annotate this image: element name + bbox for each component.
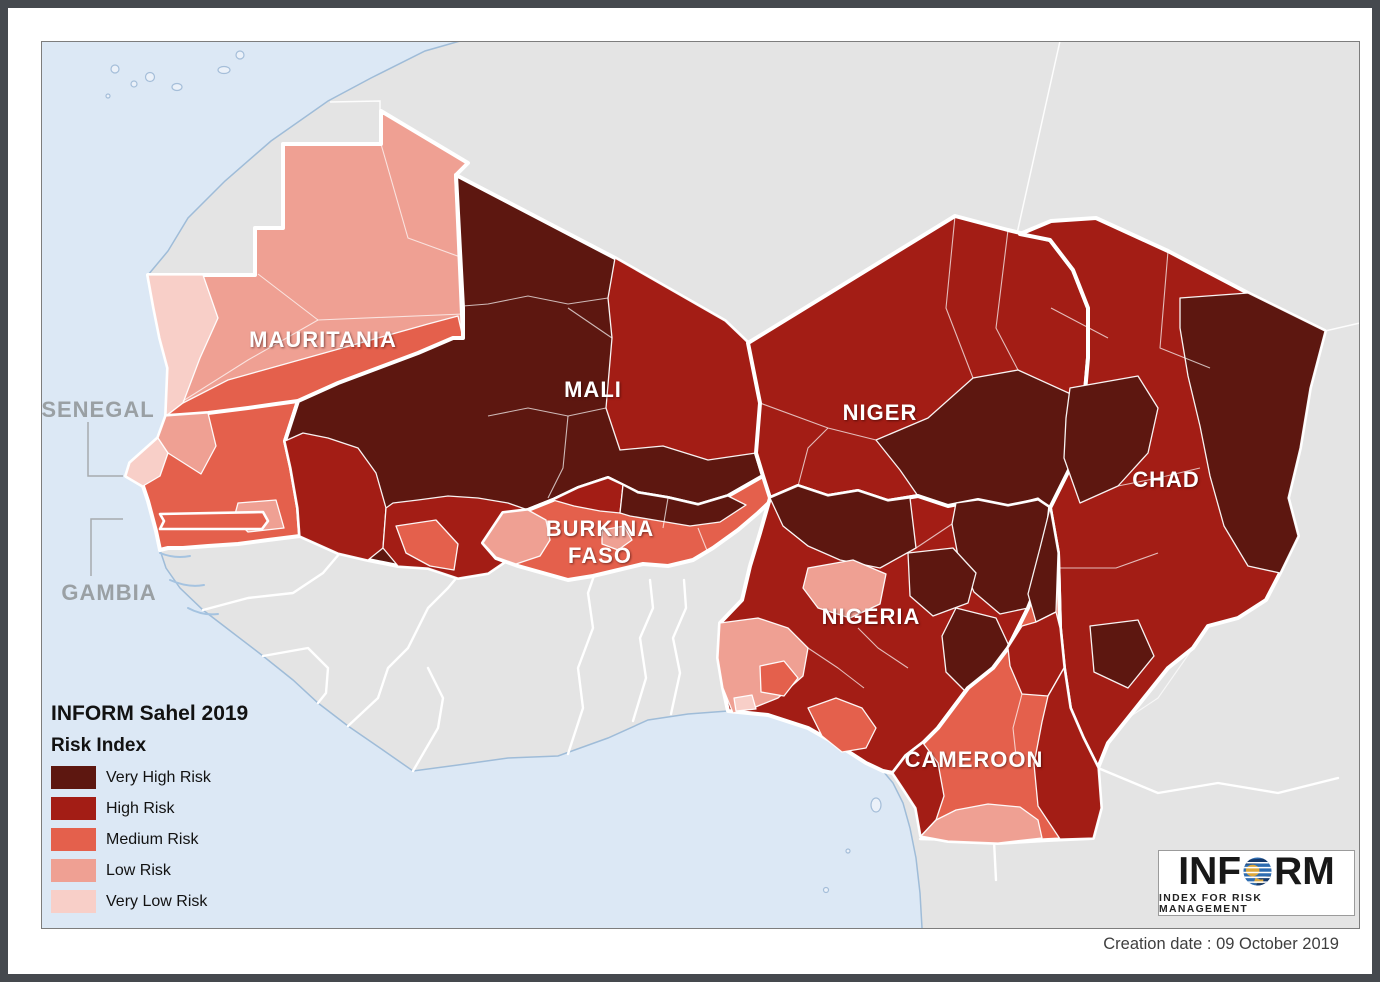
estuaries-icon <box>159 552 219 616</box>
label-cameroon: CAMEROON <box>905 747 1044 772</box>
country-gambia <box>158 510 270 531</box>
legend-label: Medium Risk <box>106 830 199 848</box>
label-leader-lines <box>87 422 123 576</box>
label-burkina: BURKINA <box>546 516 654 541</box>
logo-text-left: INF <box>1178 849 1242 893</box>
country-labels: MAURITANIA MALI NIGER CHAD BURKINA FASO … <box>41 327 1200 772</box>
legend-label: Low Risk <box>106 861 171 879</box>
map-frame <box>41 41 1360 929</box>
country-mali <box>283 173 765 580</box>
canary-islands-icon <box>105 50 245 99</box>
inform-logo-wordmark: INF RM <box>1178 852 1334 891</box>
label-mauritania: MAURITANIA <box>249 327 397 352</box>
legend-title: INFORM Sahel 2019 <box>51 702 249 725</box>
gulf-islands-icon <box>822 797 882 894</box>
legend-subtitle: Risk Index <box>51 735 147 756</box>
swatch-very-low <box>51 890 96 913</box>
legend-row-low: Low Risk <box>51 859 248 882</box>
label-faso: FASO <box>568 543 632 568</box>
logo-text-right: RM <box>1274 849 1335 893</box>
label-niger: NIGER <box>843 400 918 425</box>
swatch-high <box>51 797 96 820</box>
inform-logo: INF RM <box>1158 850 1355 916</box>
legend-row-medium: Medium Risk <box>51 828 248 851</box>
swatch-low <box>51 859 96 882</box>
label-chad: CHAD <box>1132 467 1200 492</box>
country-cameroon <box>891 506 1103 845</box>
map-canvas: MAURITANIA MALI NIGER CHAD BURKINA FASO … <box>41 41 1360 929</box>
swatch-medium <box>51 828 96 851</box>
country-chad <box>1018 216 1327 770</box>
legend-row-very-high: Very High Risk <box>51 766 248 789</box>
logo-tagline: INDEX FOR RISK MANAGEMENT <box>1159 892 1263 915</box>
label-nigeria: NIGERIA <box>822 604 921 629</box>
swatch-very-high <box>51 766 96 789</box>
country-nigeria <box>716 484 1052 775</box>
country-burkina-faso <box>481 474 778 582</box>
label-mali: MALI <box>564 377 622 402</box>
legend-row-very-low: Very Low Risk <box>51 890 248 913</box>
legend-label: Very Low Risk <box>106 892 208 910</box>
label-senegal: SENEGAL <box>41 397 154 422</box>
country-mauritania <box>146 109 470 418</box>
legend: INFORM Sahel 2019 Risk Index Very High R… <box>51 702 248 921</box>
legend-row-high: High Risk <box>51 797 248 820</box>
legend-label: Very High Risk <box>106 768 211 786</box>
label-gambia: GAMBIA <box>61 580 156 605</box>
globe-icon <box>1243 856 1272 886</box>
creation-date: Creation date : 09 October 2019 <box>1103 935 1339 953</box>
legend-label: High Risk <box>106 799 175 817</box>
